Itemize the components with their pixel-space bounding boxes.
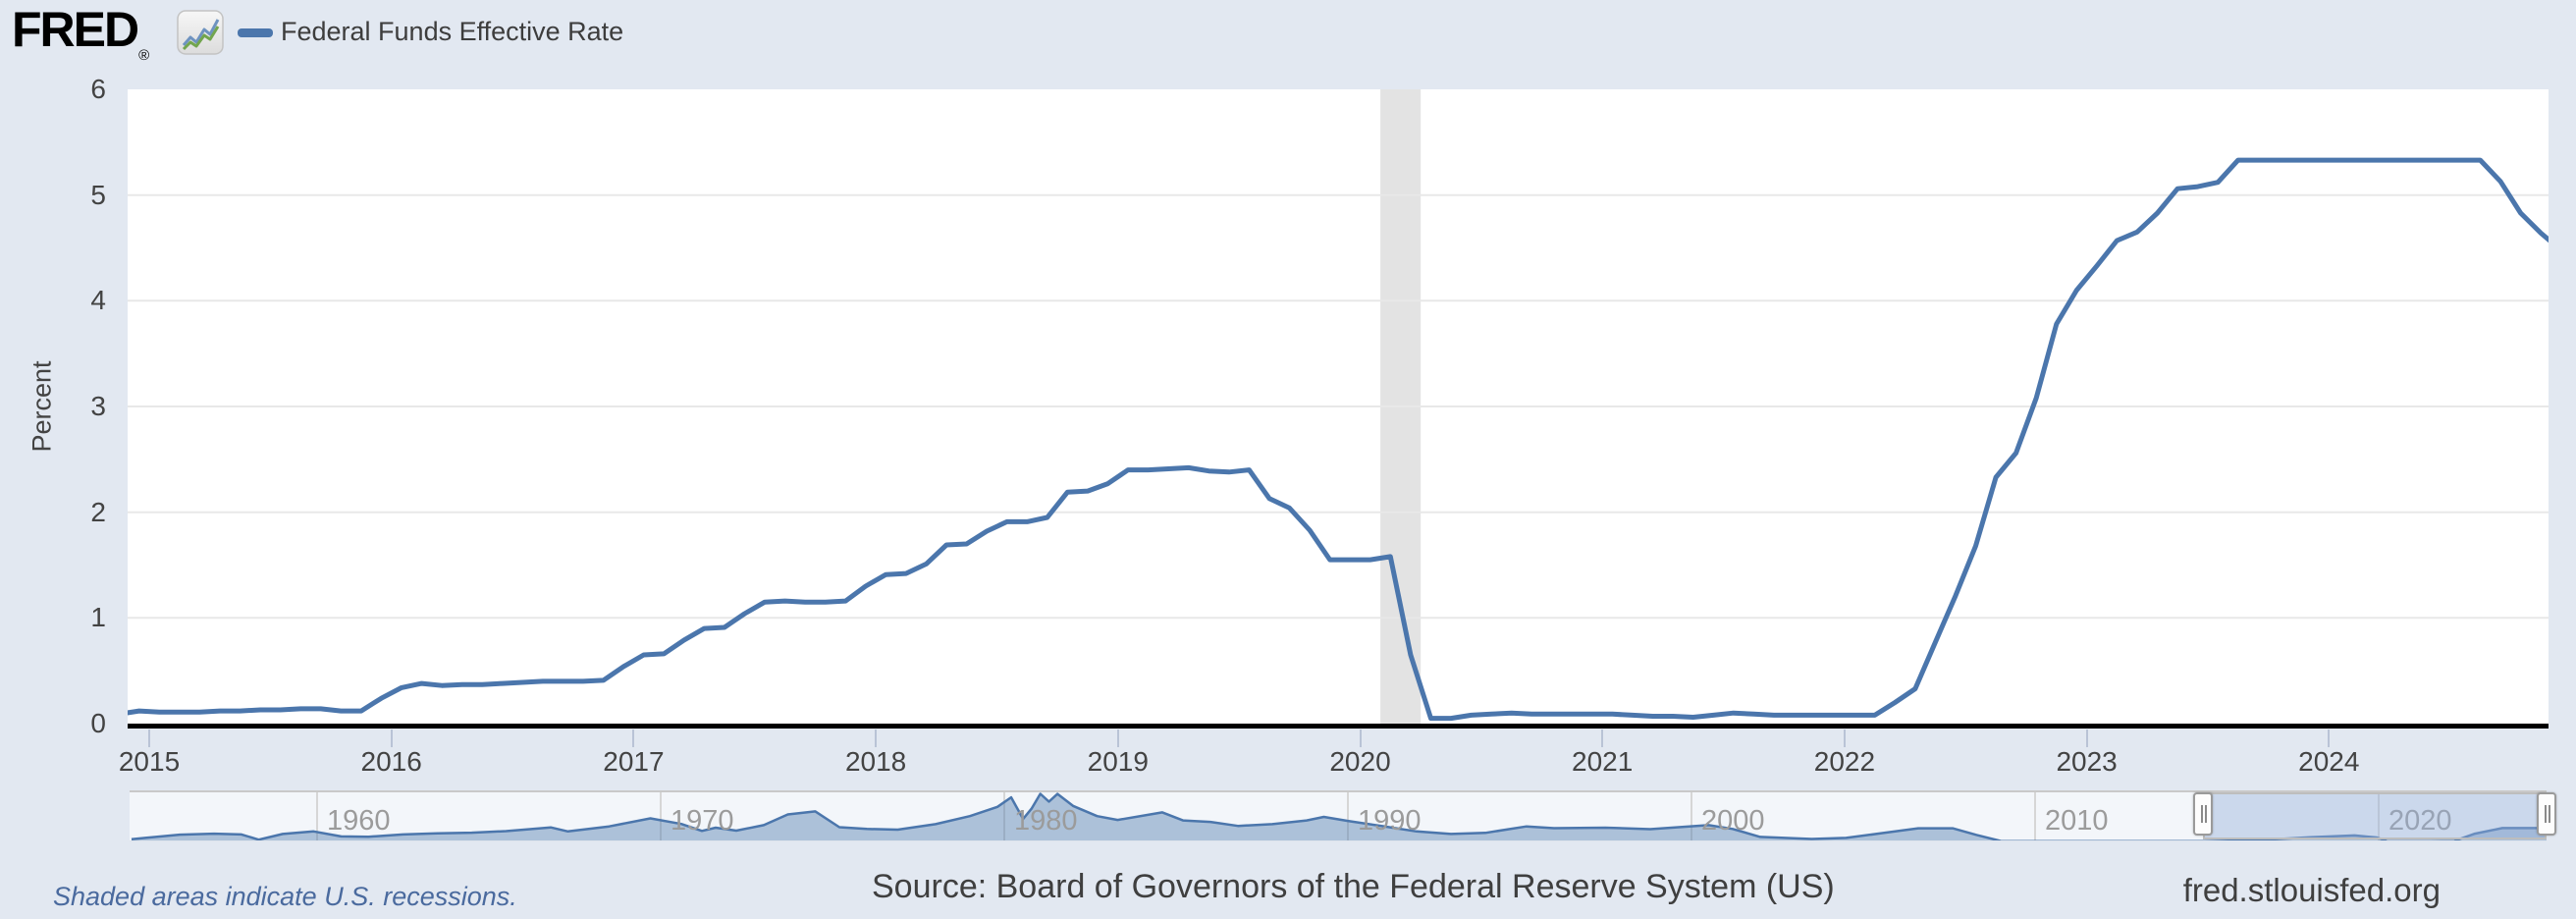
y-axis-tick-label: 5	[90, 179, 106, 210]
y-axis-tick-label: 0	[90, 708, 106, 738]
y-axis-tick-label: 2	[90, 496, 106, 527]
legend-line-swatch	[238, 28, 273, 37]
minimap-decade-label: 2000	[1701, 805, 1765, 837]
minimap-right-handle[interactable]	[2537, 792, 2557, 836]
x-axis-tick-label: 2018	[844, 746, 907, 777]
minimap-decade-label: 2010	[2045, 805, 2109, 837]
y-axis-tick-label: 4	[90, 285, 106, 316]
recession-note: Shaded areas indicate U.S. recessions.	[53, 882, 517, 911]
minimap-range-selector[interactable]: 1960 1970 1980 1990 2000 2010 2020	[130, 790, 2548, 841]
x-axis-tick-label: 2024	[2298, 746, 2360, 777]
x-axis-tick	[2085, 730, 2088, 747]
x-axis-tick-label: 2020	[1329, 746, 1391, 777]
x-axis-line	[128, 724, 2549, 729]
x-axis-tick	[390, 730, 393, 747]
minimap-selection-window[interactable]	[2203, 792, 2548, 839]
x-axis-tick-label: 2016	[360, 746, 422, 777]
registered-trademark: ®	[138, 47, 150, 64]
plot-area[interactable]	[128, 89, 2549, 724]
x-axis-tick	[148, 730, 150, 747]
fred-logo-text: FRED	[12, 2, 139, 57]
y-axis-tick-label: 3	[90, 391, 106, 421]
minimap-decade-label: 2020	[2388, 805, 2452, 837]
x-axis-tick-label: 2021	[1572, 746, 1634, 777]
x-axis-tick-label: 2023	[2056, 746, 2118, 777]
x-axis-tick	[1359, 730, 1362, 747]
minimap-decade-label: 1980	[1014, 805, 1078, 837]
minimap-decade-label: 1990	[1358, 805, 1422, 837]
x-axis-tick-label: 2017	[603, 746, 665, 777]
y-axis-tick-label: 1	[90, 602, 106, 633]
minimap-decade-label: 1960	[327, 805, 391, 837]
x-axis-tick	[1116, 730, 1119, 747]
source-attribution: Source: Board of Governors of the Federa…	[872, 868, 1835, 905]
fred-logo[interactable]: FRED®	[12, 2, 224, 64]
x-axis-tick-label: 2019	[1087, 746, 1149, 777]
minimap-decade-label: 1970	[671, 805, 734, 837]
minimap-left-handle[interactable]	[2193, 792, 2214, 836]
minimap-line-series	[131, 792, 2547, 840]
x-axis-tick	[875, 730, 878, 747]
x-axis-tick-label: 2015	[118, 746, 181, 777]
fred-logo-chart-icon	[177, 10, 224, 55]
x-axis-tick	[632, 730, 635, 747]
x-axis-tick	[1843, 730, 1846, 747]
y-axis-tick-label: 6	[90, 74, 106, 104]
x-axis-tick-label: 2022	[1813, 746, 1876, 777]
minimap-area-series	[132, 793, 2547, 840]
x-axis-tick	[1601, 730, 1604, 747]
fred-site-link[interactable]: fred.stlouisfed.org	[2182, 872, 2441, 908]
series-line-federal-funds-effective-rate[interactable]	[128, 157, 2549, 722]
legend-series-label: Federal Funds Effective Rate	[281, 17, 624, 46]
x-axis-tick	[2328, 730, 2331, 747]
